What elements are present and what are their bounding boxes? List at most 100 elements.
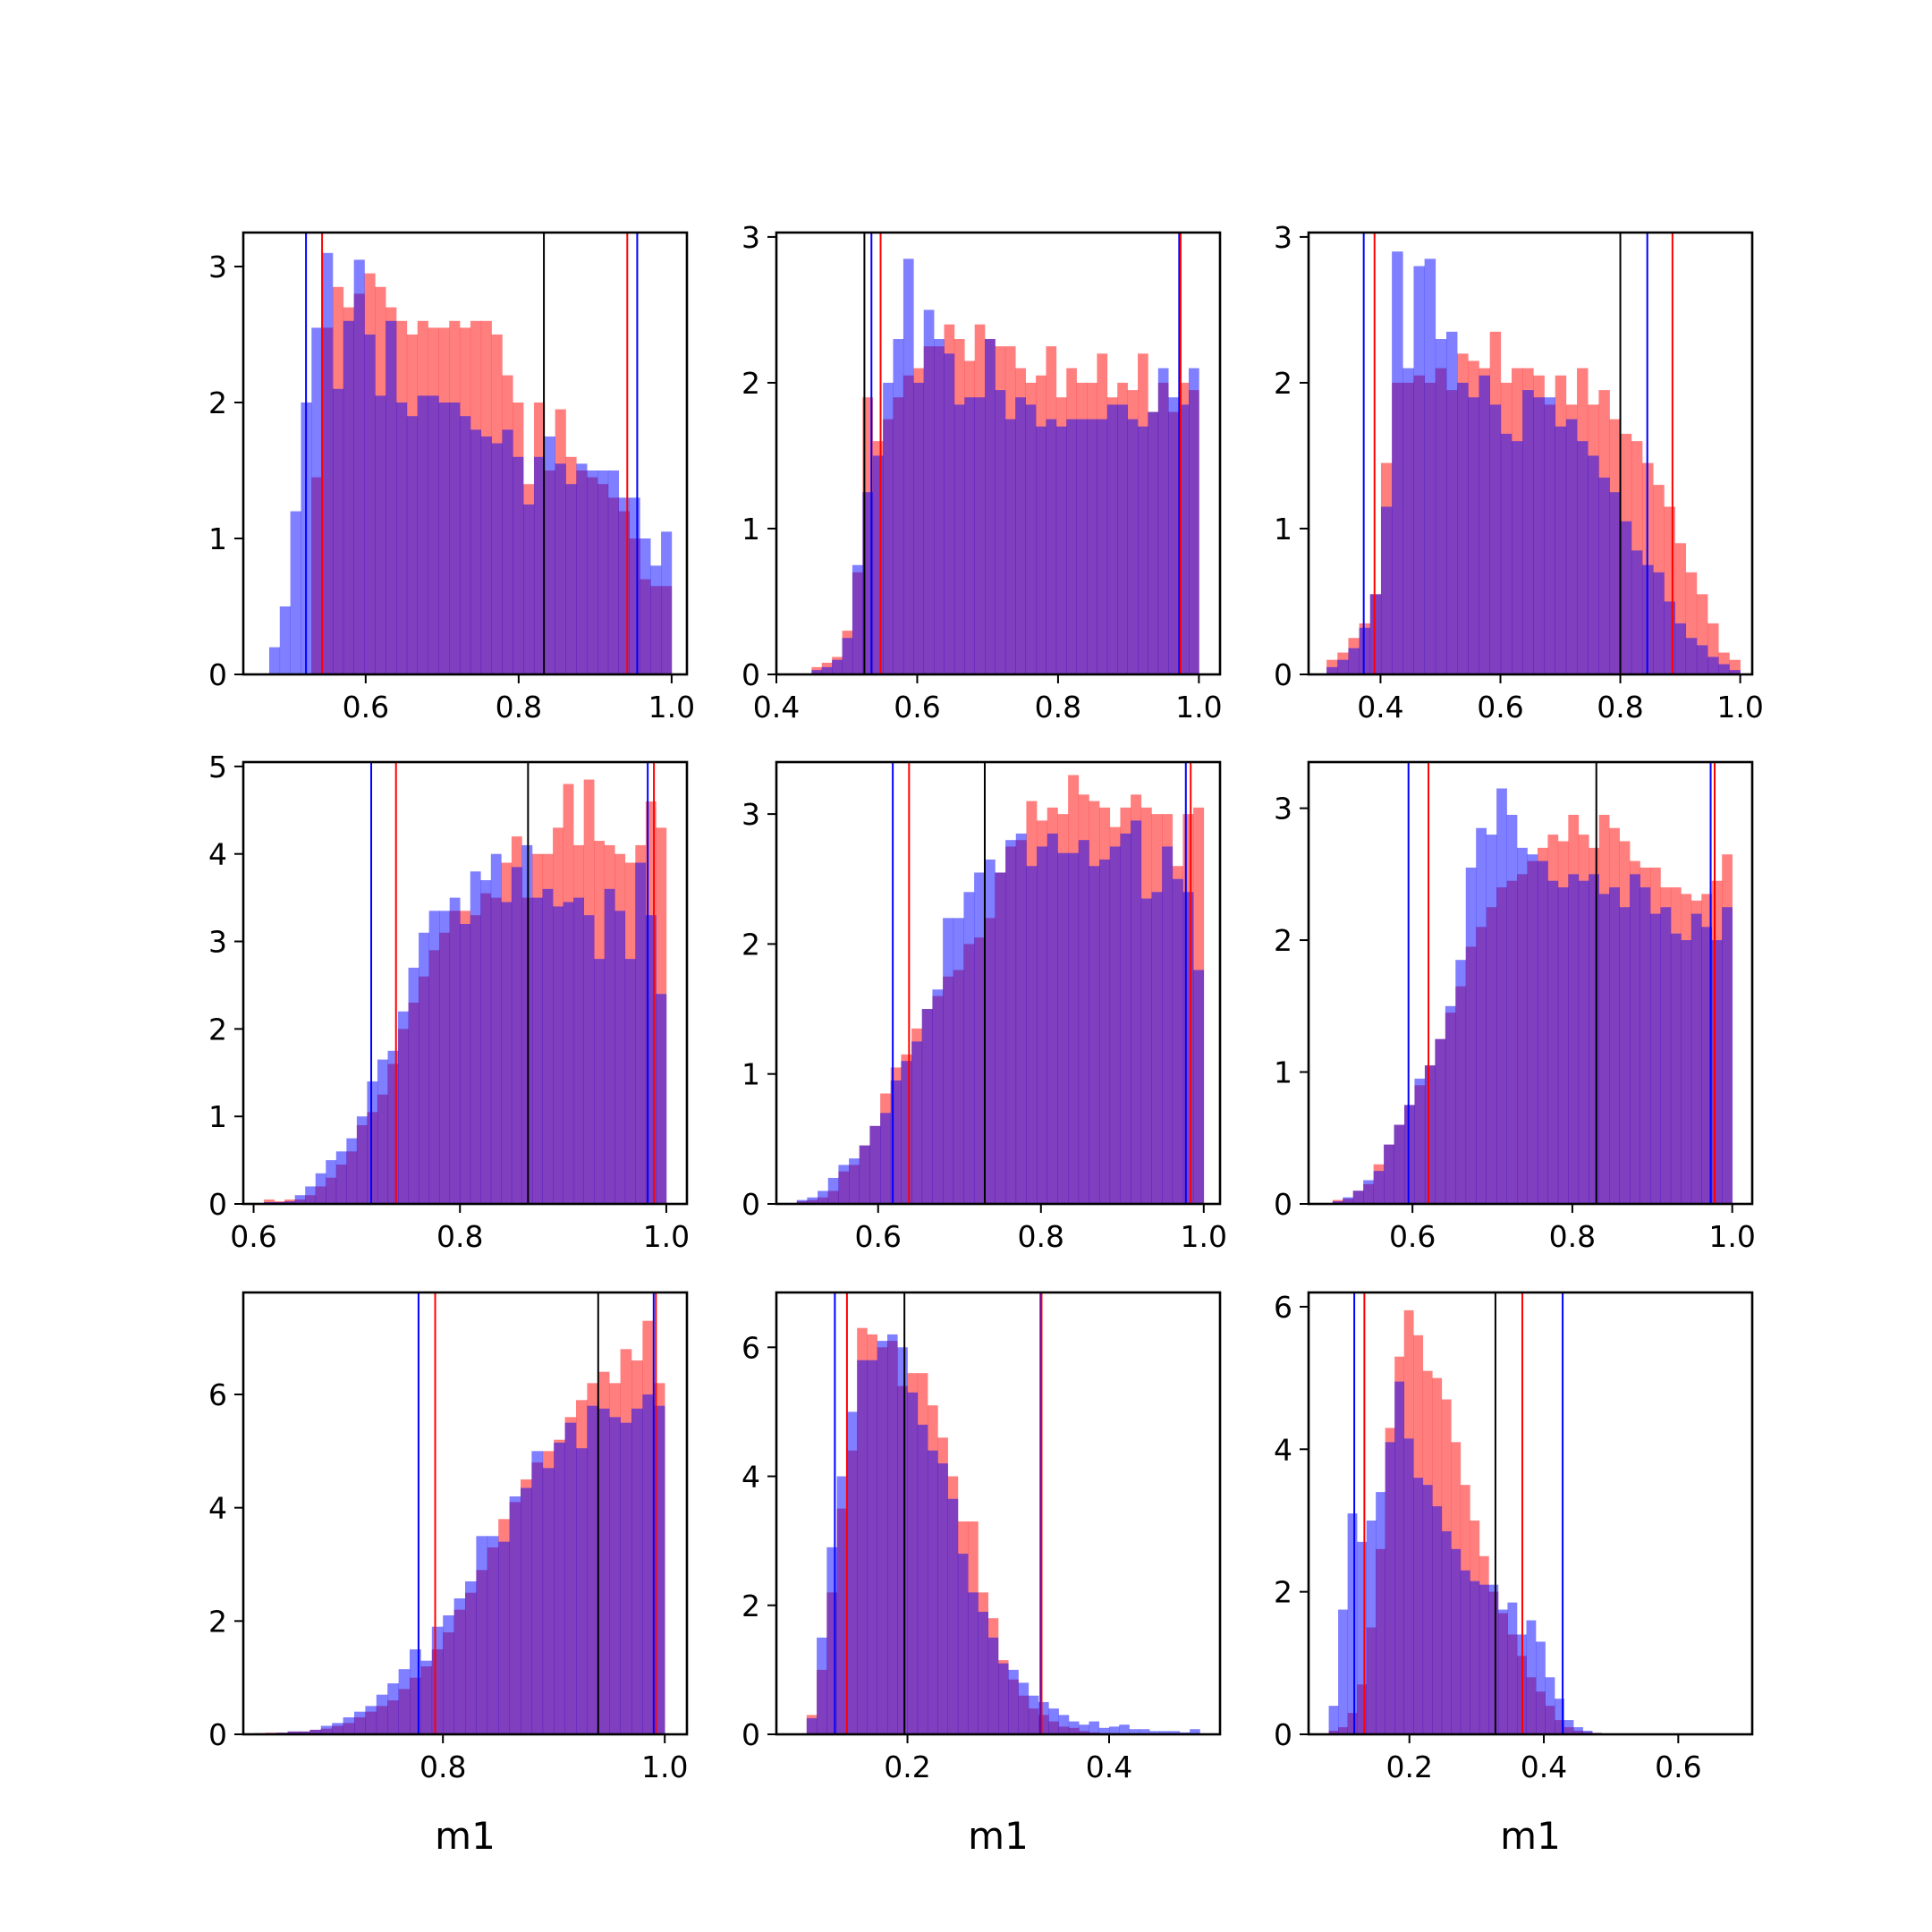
x-tick-label: 0.2	[1385, 1750, 1432, 1784]
blue-histogram-bar	[555, 463, 566, 674]
blue-histogram-bar	[1015, 833, 1027, 1204]
blue-histogram-bar	[332, 388, 344, 674]
blue-histogram-bar	[420, 1660, 433, 1734]
blue-histogram-bar	[1343, 1197, 1354, 1204]
x-tick-label: 0.8	[496, 690, 542, 724]
blue-histogram-bar	[476, 1536, 488, 1734]
blue-histogram-bar	[460, 923, 471, 1204]
blue-histogram-bar	[1089, 1721, 1100, 1734]
blue-histogram-bar	[1414, 1078, 1426, 1204]
blue-histogram-bar	[1139, 1729, 1150, 1734]
blue-histogram-bar	[1432, 1506, 1443, 1734]
blue-histogram-bar	[1563, 1720, 1574, 1734]
blue-histogram-bar	[406, 416, 419, 674]
blue-histogram-bar	[1690, 913, 1702, 1204]
x-axis-label: m1	[435, 1814, 496, 1858]
blue-histogram-bar	[943, 918, 954, 1204]
blue-histogram-bar	[1619, 907, 1631, 1204]
blue-histogram-bar	[1555, 1699, 1564, 1734]
blue-histogram-bar	[902, 258, 914, 674]
y-tick-label: 3	[1274, 220, 1292, 255]
x-tick-label: 0.6	[1655, 1750, 1701, 1784]
blue-histogram-bar	[928, 1450, 938, 1734]
blue-histogram-bar	[521, 1487, 532, 1734]
blue-histogram-bar	[661, 531, 673, 674]
blue-histogram-bar	[640, 538, 651, 674]
blue-histogram-bar	[1711, 940, 1723, 1204]
blue-histogram-bar	[465, 1581, 477, 1734]
blue-histogram-bar	[1157, 368, 1169, 674]
blue-histogram-bar	[279, 606, 291, 674]
blue-histogram-bar	[299, 1731, 310, 1734]
blue-histogram-bar	[1568, 874, 1580, 1204]
axes-frame	[1307, 760, 1754, 1206]
blue-histogram-bar	[470, 871, 481, 1204]
blue-histogram-bar	[597, 470, 609, 674]
blue-histogram-bar	[533, 456, 546, 674]
blue-histogram-bar	[597, 1408, 610, 1734]
blue-histogram-bar	[1363, 1180, 1374, 1204]
y-tick-label: 2	[1274, 366, 1292, 401]
blue-histogram-bar	[620, 1422, 632, 1734]
blue-histogram-bar	[1005, 840, 1017, 1204]
blue-histogram-bar	[398, 1011, 409, 1204]
blue-histogram-bar	[1413, 266, 1425, 674]
blue-histogram-bar	[576, 1448, 588, 1734]
blue-histogram-bar	[1488, 1584, 1499, 1734]
y-tick-label: 2	[1274, 1575, 1292, 1610]
blue-histogram-bar	[564, 1422, 577, 1734]
blue-histogram-bar	[542, 1468, 555, 1734]
blue-histogram-bar	[521, 844, 533, 1204]
blue-histogram-bar	[1037, 846, 1048, 1204]
blue-histogram-bar	[1674, 623, 1687, 674]
blue-histogram-bar	[818, 1191, 829, 1204]
blue-histogram-bar	[1131, 820, 1142, 1204]
histogram-panel-3: 0.4 0.6 0.8 1.0 0 1 2 3	[1274, 220, 1764, 724]
blue-histogram-bar	[1352, 1191, 1364, 1204]
axes-frame	[242, 1291, 689, 1736]
blue-histogram-bar	[1609, 887, 1620, 1204]
blue-histogram-series	[264, 844, 667, 1204]
blue-histogram-bar	[1025, 404, 1037, 674]
blue-histogram-bar	[501, 902, 513, 1204]
blue-histogram-series	[1332, 788, 1733, 1204]
blue-histogram-bar	[443, 1615, 454, 1734]
x-tick-label: 0.8	[1035, 690, 1081, 724]
blue-histogram-bar	[290, 511, 301, 674]
blue-histogram-series	[254, 1394, 665, 1734]
blue-histogram-bar	[1670, 933, 1682, 1204]
blue-histogram-bar	[1366, 1520, 1377, 1734]
blue-histogram-bar	[294, 1195, 306, 1204]
blue-histogram-bar	[911, 1041, 923, 1204]
blue-histogram-bar	[1038, 1701, 1049, 1734]
blue-histogram-bar	[1729, 670, 1741, 674]
blue-histogram-bar	[565, 484, 577, 674]
blue-histogram-bar	[985, 339, 996, 674]
blue-histogram-bar	[487, 1536, 499, 1734]
blue-histogram-bar	[315, 1173, 326, 1204]
blue-histogram-bar	[1582, 1731, 1593, 1734]
blue-histogram-bar	[398, 1669, 411, 1734]
red-histogram-bar	[264, 1199, 275, 1204]
blue-histogram-bar	[1533, 397, 1545, 674]
blue-histogram-bar	[1347, 1513, 1358, 1734]
blue-histogram-bar	[1701, 927, 1713, 1204]
blue-histogram-bar	[523, 504, 535, 674]
blue-histogram-bar	[396, 402, 408, 674]
blue-histogram-bar	[509, 1496, 521, 1734]
blue-histogram-bar	[1547, 880, 1559, 1204]
blue-histogram-bar	[953, 918, 964, 1204]
blue-histogram-bar	[563, 902, 574, 1204]
blue-histogram-bar	[346, 1138, 358, 1204]
blue-histogram-bar	[375, 395, 386, 674]
blue-histogram-bar	[944, 353, 955, 674]
blue-histogram-bar	[1435, 1038, 1446, 1204]
blue-histogram-bar	[431, 1626, 444, 1734]
blue-histogram-bar	[1373, 1171, 1385, 1204]
blue-histogram-bar	[449, 402, 461, 674]
blue-histogram-bar	[1099, 859, 1111, 1204]
blue-histogram-bar	[1517, 847, 1528, 1204]
blue-histogram-bar	[1357, 1541, 1367, 1734]
blue-histogram-bar	[1026, 866, 1038, 1204]
blue-histogram-bar	[1685, 638, 1698, 674]
